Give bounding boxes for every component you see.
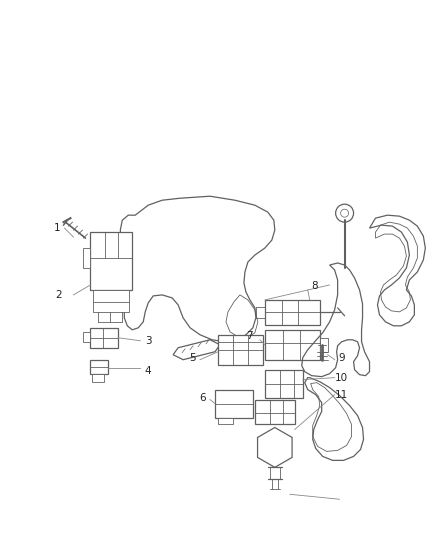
FancyBboxPatch shape	[320, 338, 328, 352]
FancyBboxPatch shape	[83, 332, 90, 342]
Text: 2: 2	[55, 290, 62, 300]
FancyBboxPatch shape	[265, 370, 303, 398]
Text: 6: 6	[200, 393, 206, 402]
Text: 9: 9	[338, 353, 345, 363]
Text: 5: 5	[189, 353, 195, 363]
FancyBboxPatch shape	[265, 300, 320, 325]
FancyBboxPatch shape	[265, 330, 320, 360]
Text: 3: 3	[145, 336, 152, 346]
Text: 7: 7	[247, 331, 253, 341]
Text: 10: 10	[335, 373, 348, 383]
Circle shape	[341, 209, 349, 217]
FancyBboxPatch shape	[218, 335, 263, 365]
FancyBboxPatch shape	[83, 248, 90, 268]
FancyBboxPatch shape	[255, 400, 295, 424]
Text: 4: 4	[145, 366, 152, 376]
FancyBboxPatch shape	[218, 417, 233, 424]
FancyBboxPatch shape	[90, 360, 108, 374]
FancyBboxPatch shape	[90, 328, 118, 348]
Text: 11: 11	[335, 390, 348, 400]
FancyBboxPatch shape	[93, 290, 129, 312]
Circle shape	[336, 204, 353, 222]
FancyBboxPatch shape	[215, 390, 253, 417]
Text: 8: 8	[311, 281, 318, 291]
FancyBboxPatch shape	[90, 232, 132, 290]
Text: 1: 1	[54, 223, 61, 233]
FancyBboxPatch shape	[92, 374, 104, 382]
